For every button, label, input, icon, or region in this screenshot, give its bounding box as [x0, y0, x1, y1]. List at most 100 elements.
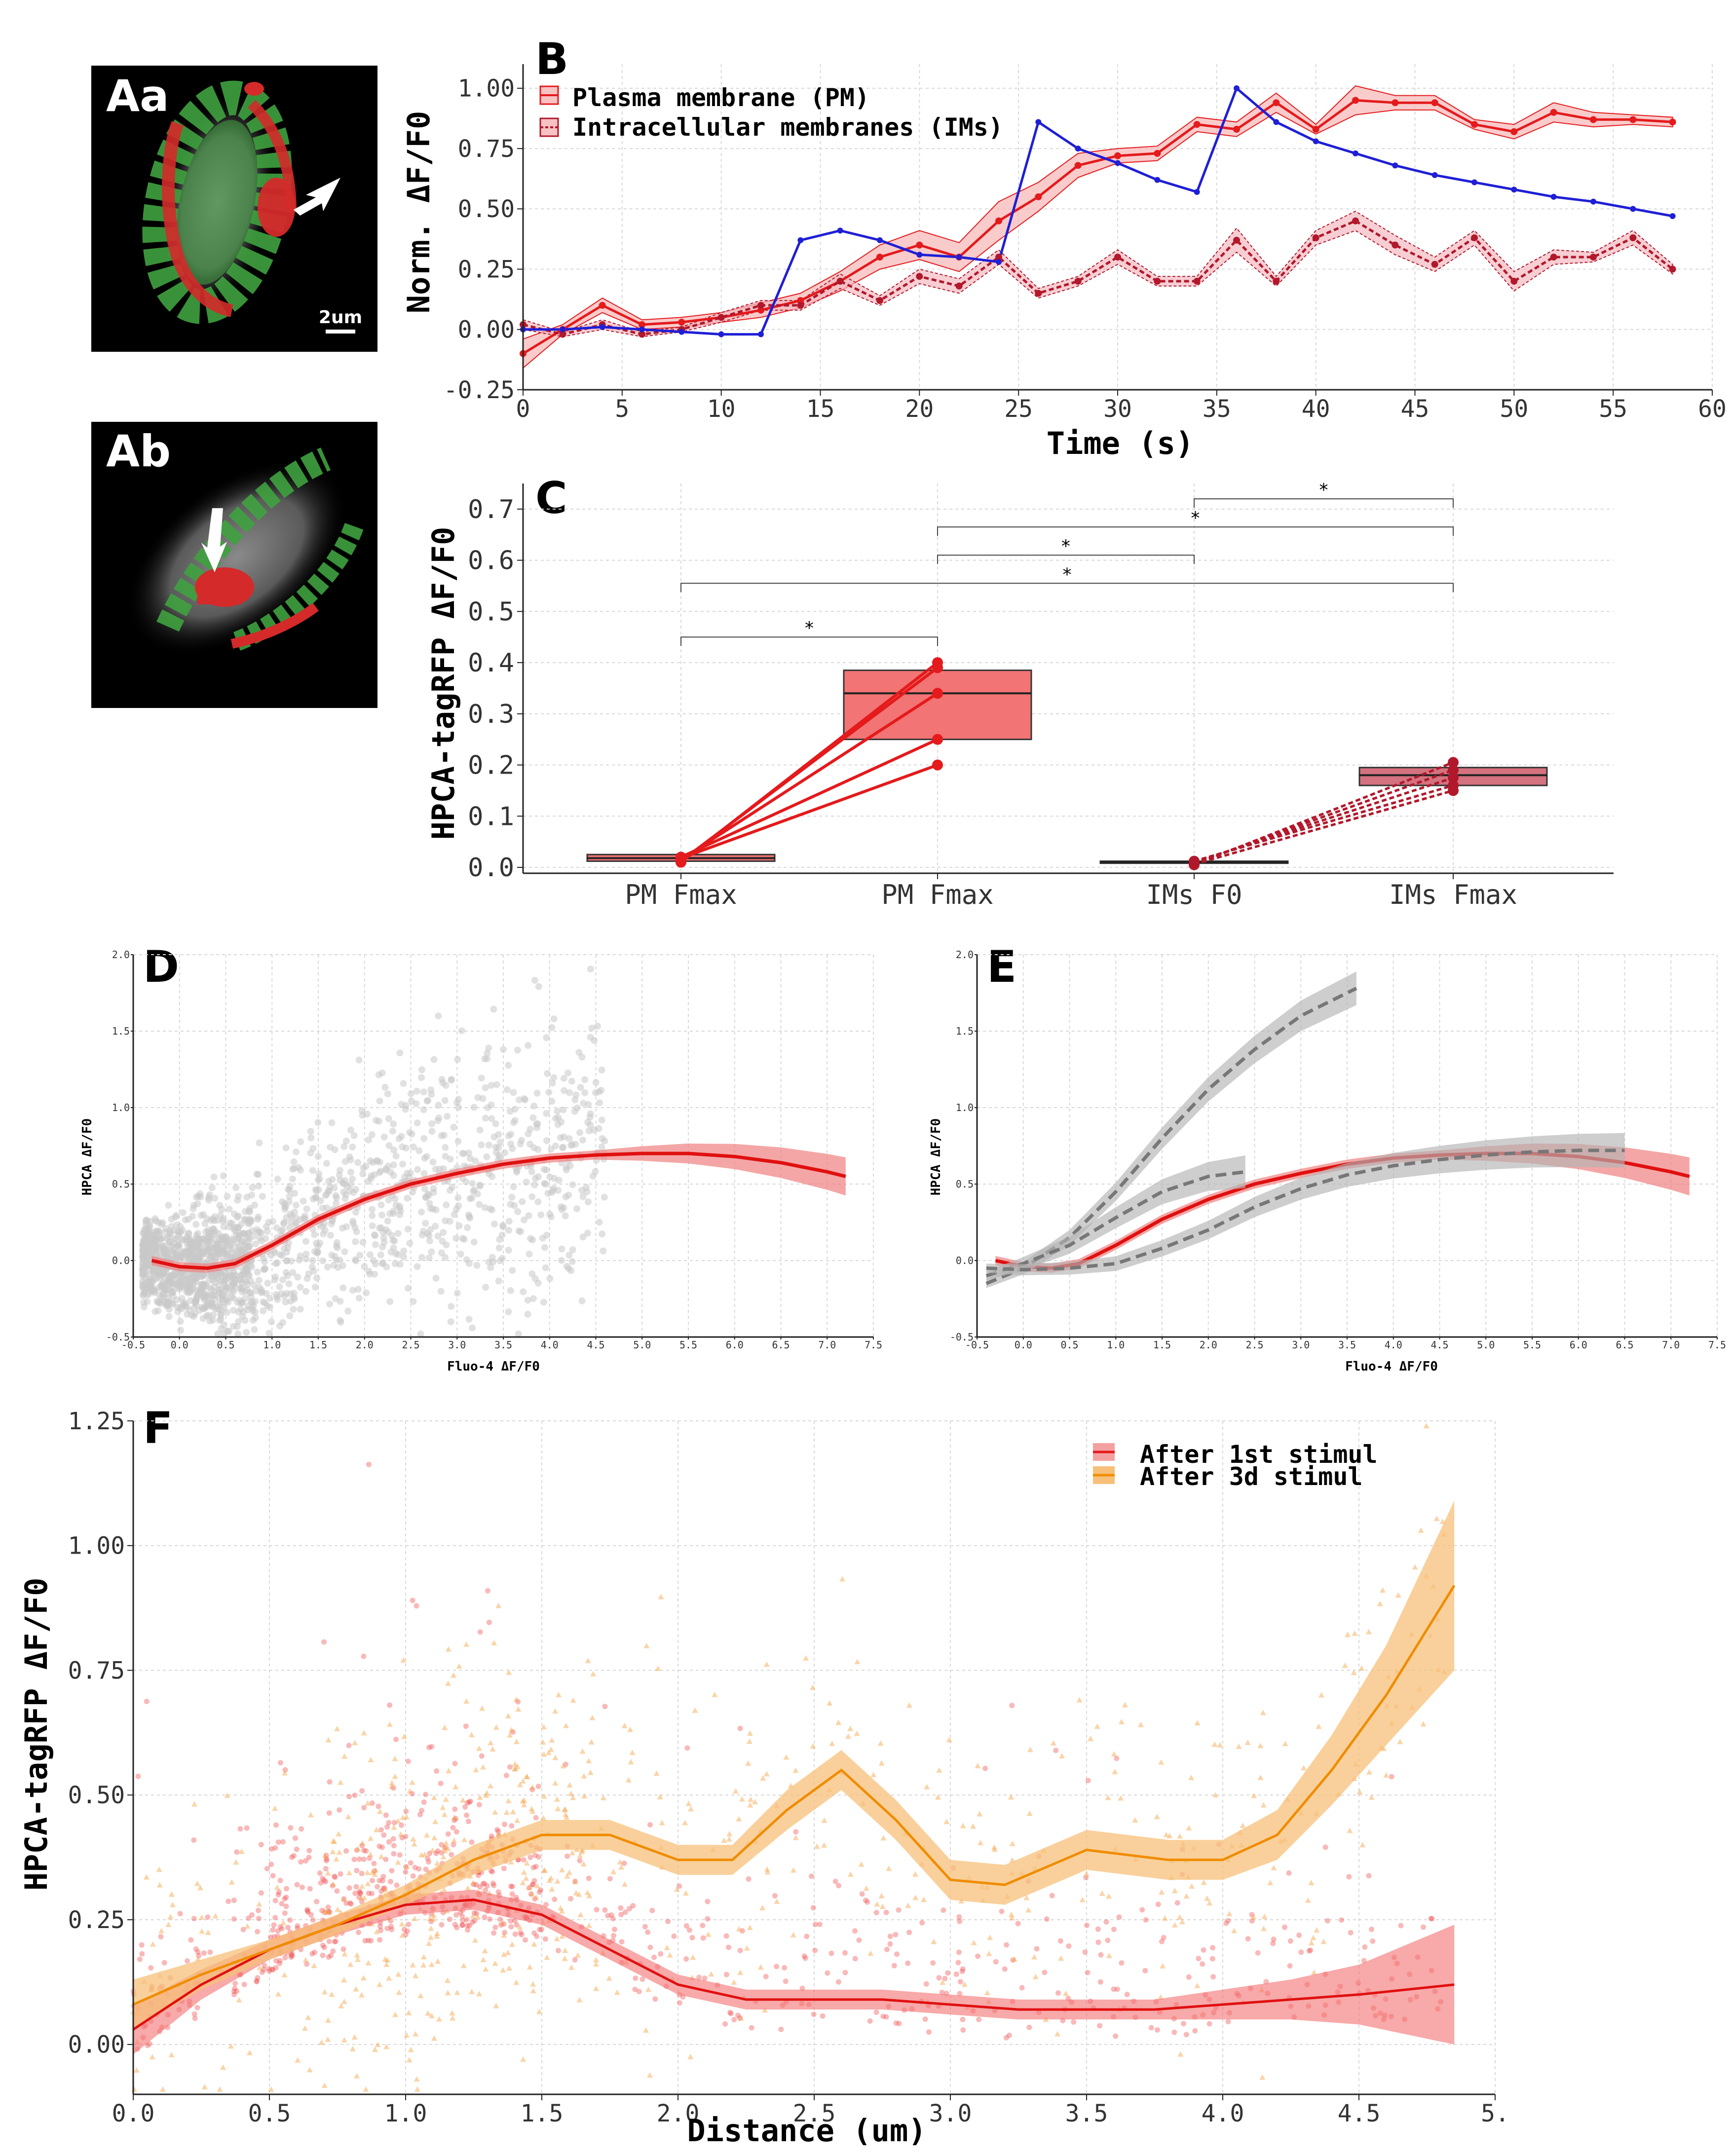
x-tick-label-7: 35	[1203, 395, 1231, 423]
point-3d-10	[1105, 1794, 1111, 1800]
pair-line-ims-1	[1194, 769, 1454, 865]
x-tick-label-11: 55	[1599, 395, 1627, 423]
point-3d-684	[1412, 1564, 1418, 1570]
point-1st-807	[999, 1908, 1005, 1914]
scatter-point-1226	[572, 1091, 580, 1099]
scatter-point-258	[384, 1218, 391, 1225]
point-1st-527	[1429, 1916, 1435, 1922]
point-3d-591	[1025, 1907, 1032, 1913]
point-1st-666	[1085, 1970, 1091, 1975]
scatter-point-254	[406, 1129, 413, 1136]
point-1st-175	[309, 1951, 315, 1957]
scatter-point-1326	[352, 1209, 359, 1216]
point-1st-730	[1298, 1949, 1304, 1955]
scatter-point-1450	[334, 1264, 341, 1271]
point-1st-570	[277, 1961, 282, 1967]
scatter-point-1320	[293, 1148, 300, 1155]
scatter-point-785	[496, 1257, 504, 1264]
x-tick-label-5: 2.0	[356, 1339, 374, 1351]
scatter-point-792	[386, 1298, 394, 1305]
point-1st-827	[737, 2015, 743, 2021]
x-tick-label-6: 2.5	[402, 1339, 419, 1351]
scatter-point-812	[510, 1089, 517, 1096]
scatter-point-1091	[200, 1250, 208, 1257]
scatter-point-1720	[220, 1277, 227, 1284]
point-3d-392	[454, 1989, 460, 1995]
scatter-point-1281	[235, 1233, 242, 1241]
point-1st-201	[277, 1924, 283, 1930]
scatter-point-1687	[245, 1237, 252, 1245]
point-3d-557	[355, 1846, 361, 1852]
point-1st-385	[386, 1820, 392, 1825]
scatter-point-715	[279, 1276, 286, 1283]
point-3d-149	[1054, 2031, 1061, 2037]
point-1st-672	[923, 1981, 929, 1987]
point-3d-45	[562, 1807, 568, 1813]
x-tick-label-1: 5	[615, 395, 629, 423]
scatter-point-710	[562, 1212, 569, 1220]
point-1st-790	[372, 1868, 377, 1874]
x-tick-label-0: 0	[516, 395, 530, 423]
point-1st-469	[572, 1957, 578, 1963]
point-3d-629	[341, 1977, 347, 1983]
sig-bracket-3	[937, 526, 1454, 536]
scatter-point-32	[369, 1212, 376, 1219]
scatter-point-1661	[391, 1237, 398, 1245]
point-1st-519	[279, 1901, 285, 1906]
point-3d-279	[331, 1838, 338, 1844]
point-1st-427	[880, 2013, 886, 2019]
point-3d-22	[564, 1814, 570, 1820]
scatter-point-1719	[534, 1279, 542, 1287]
point-1st-556	[731, 2017, 737, 2023]
point-3d-679	[1418, 1527, 1424, 1533]
point-3d-128	[325, 2036, 331, 2042]
point-1st-268	[319, 1907, 325, 1913]
point-ims-29	[1669, 265, 1676, 273]
scatter-point-1766	[176, 1285, 184, 1293]
scatter-point-1369	[592, 1079, 600, 1086]
point-1st-813	[538, 1887, 544, 1893]
scatter-point-1275	[268, 1318, 275, 1326]
scatter-point-1453	[472, 1157, 479, 1165]
point-3d-546	[505, 1713, 511, 1718]
y-tick-label-1: 0.0	[956, 1255, 974, 1266]
point-3d-103	[1009, 1841, 1016, 1846]
scatter-point-729	[492, 1144, 499, 1151]
point-3d-621	[1023, 1895, 1030, 1900]
point-3d-15	[585, 1658, 591, 1664]
point-1st-11	[812, 1947, 818, 1953]
point-3d-439	[1194, 1720, 1201, 1726]
point-1st-706	[502, 1930, 508, 1935]
scatter-point-1520	[205, 1277, 213, 1284]
point-3d-635	[1058, 1955, 1064, 1961]
point-3d-507	[548, 1875, 554, 1881]
point-pm-9	[876, 254, 883, 261]
scatter-point-993	[349, 1175, 356, 1183]
point-1st-324	[433, 1851, 439, 1857]
x-tick-label-7: 3.0	[1292, 1339, 1310, 1351]
point-3d-408	[521, 1797, 527, 1803]
point-3d-81	[395, 1859, 401, 1865]
sig-label-0: *	[804, 618, 815, 638]
point-3d-563	[311, 1963, 317, 1969]
scatter-point-560	[525, 1212, 532, 1219]
point-3d-615	[1356, 1789, 1363, 1795]
point-1st-652	[464, 1812, 470, 1818]
scatter-point-532	[488, 1115, 495, 1122]
point-3d-665	[199, 1928, 205, 1934]
point-3d-71	[442, 1844, 448, 1850]
scatter-point-1660	[564, 1069, 571, 1077]
point-1st-663	[288, 1952, 294, 1958]
scatter-point-1665	[181, 1301, 188, 1309]
scatter-point-1676	[187, 1254, 194, 1262]
scatter-point-1239	[400, 1080, 407, 1087]
point-3d-447	[224, 1792, 230, 1798]
scatter-point-1748	[214, 1217, 221, 1224]
point-1st-512	[287, 1917, 293, 1923]
point-3d-485	[581, 1793, 588, 1799]
scatter-point-923	[369, 1222, 376, 1229]
point-3d-623	[1240, 1822, 1246, 1828]
x-tick-label-12: 5.5	[1523, 1339, 1541, 1351]
panel-C-paired-lines	[676, 657, 1459, 870]
legend-label-ims: Intracellular membranes (IMs)	[572, 113, 1003, 142]
